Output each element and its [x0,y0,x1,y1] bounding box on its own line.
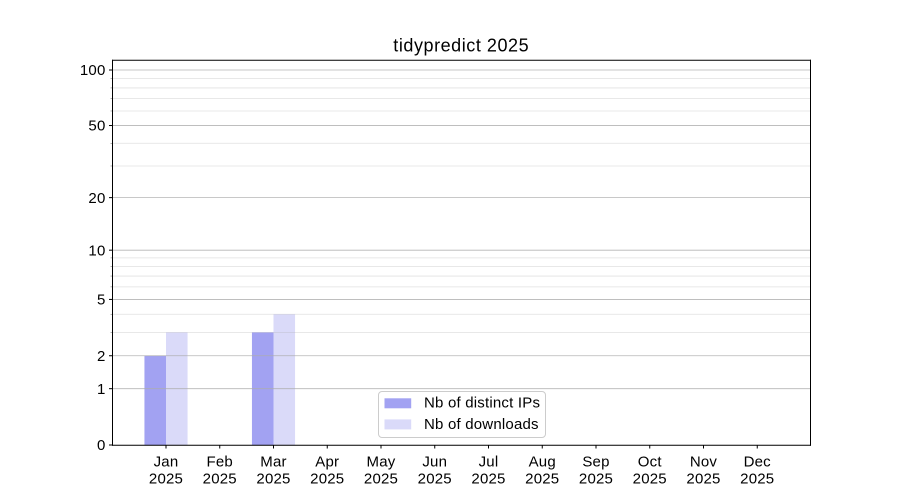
svg-text:Mar: Mar [260,454,286,471]
svg-text:10: 10 [88,242,105,259]
svg-text:2025: 2025 [256,470,290,487]
svg-text:2025: 2025 [579,470,613,487]
svg-text:0: 0 [97,437,106,454]
svg-text:2025: 2025 [633,470,667,487]
svg-text:Nb of distinct IPs: Nb of distinct IPs [424,395,540,412]
svg-text:Dec: Dec [744,454,772,471]
svg-text:2025: 2025 [471,470,505,487]
svg-text:Sep: Sep [582,454,609,471]
svg-text:20: 20 [88,190,105,207]
svg-text:2025: 2025 [740,470,774,487]
svg-text:2025: 2025 [364,470,398,487]
svg-text:50: 50 [88,118,105,135]
svg-text:Apr: Apr [315,454,339,471]
svg-text:2025: 2025 [686,470,720,487]
svg-text:Oct: Oct [638,454,663,471]
svg-text:2025: 2025 [525,470,559,487]
svg-text:2025: 2025 [418,470,452,487]
svg-text:Jun: Jun [422,454,447,471]
svg-text:100: 100 [80,62,106,79]
svg-text:2025: 2025 [149,470,183,487]
svg-text:Jul: Jul [479,454,499,471]
svg-text:Jan: Jan [154,454,179,471]
svg-text:5: 5 [97,292,106,309]
svg-text:Nb of downloads: Nb of downloads [424,416,539,433]
svg-text:2025: 2025 [310,470,344,487]
svg-text:Aug: Aug [529,454,556,471]
svg-text:2: 2 [97,348,106,365]
svg-text:Nov: Nov [690,454,718,471]
svg-text:1: 1 [97,381,106,398]
svg-text:May: May [367,454,396,471]
svg-text:Feb: Feb [207,454,233,471]
svg-text:2025: 2025 [203,470,237,487]
svg-text:tidypredict 2025: tidypredict 2025 [393,36,529,56]
